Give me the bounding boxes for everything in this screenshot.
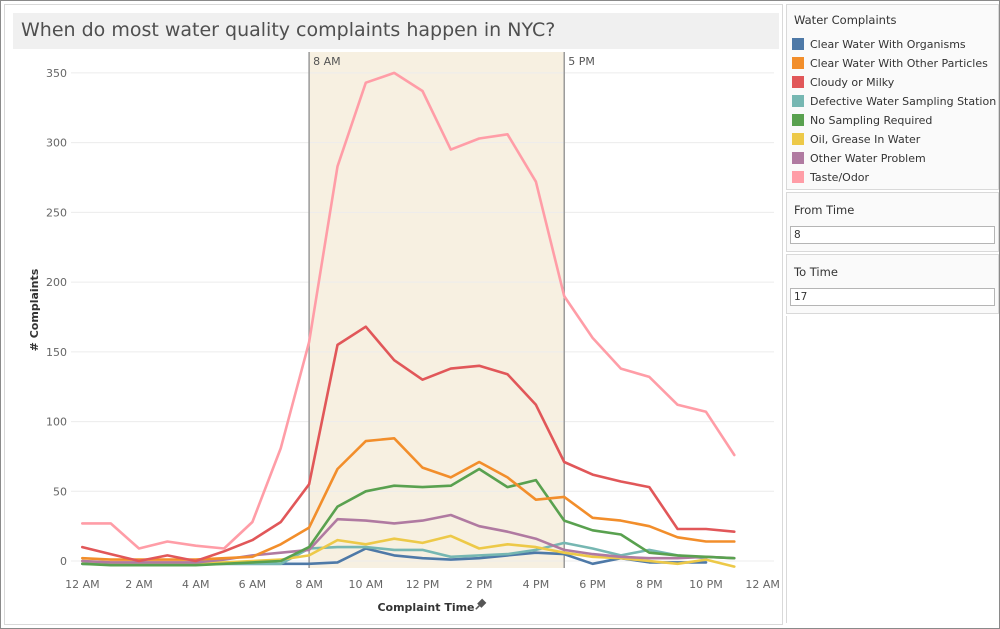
to-time-filter: To Time (786, 254, 999, 314)
legend-item-other-water-problem[interactable]: Other Water Problem (792, 150, 926, 166)
to-time-title: To Time (794, 265, 838, 279)
legend-item-oil-grease-in-water[interactable]: Oil, Grease In Water (792, 131, 920, 147)
legend-swatch (792, 152, 804, 164)
legend-swatch (792, 57, 804, 69)
page-title: When do most water quality complaints ha… (21, 19, 556, 41)
series-line-defective-water-sampling-station[interactable] (81, 541, 708, 566)
x-axis-title: Complaint Time (377, 601, 474, 614)
y-tick-label: 150 (46, 346, 67, 359)
from-time-filter: From Time (786, 192, 999, 252)
y-axis-title: # Complaints (28, 268, 41, 351)
legend-swatch (792, 95, 804, 107)
x-tick-label: 12 AM (745, 578, 780, 591)
line-chart[interactable]: 0 50 100 150 200 250 300 350 12 AM 2 AM 4 AM 6 AM 8 … (5, 5, 782, 624)
legend-label: Taste/Odor (810, 170, 870, 184)
series-line-taste-odor[interactable] (81, 71, 736, 550)
x-tick-label: 12 AM (65, 578, 100, 591)
title-bar: When do most water quality complaints ha… (13, 13, 779, 49)
reference-label-from: 8 AM (313, 55, 341, 68)
x-tick-label: 2 AM (125, 578, 153, 591)
x-tick-label: 10 AM (349, 578, 384, 591)
x-tick-label: 8 PM (636, 578, 663, 591)
from-time-title: From Time (794, 203, 855, 217)
y-tick-label: 100 (46, 416, 67, 429)
legend-label: Other Water Problem (810, 151, 926, 165)
side-empty-area (786, 316, 998, 623)
y-tick-label: 50 (53, 485, 67, 498)
legend-swatch (792, 114, 804, 126)
legend-title: Water Complaints (794, 13, 897, 27)
x-tick-label: 6 PM (579, 578, 606, 591)
legend-label: Clear Water With Other Particles (810, 56, 988, 70)
legend-swatch (792, 38, 804, 50)
x-tick-label: 2 PM (466, 578, 493, 591)
legend-panel: Water Complaints Clear Water With Organi… (786, 4, 999, 190)
x-tick-label: 8 AM (295, 578, 323, 591)
x-tick-label: 6 AM (239, 578, 267, 591)
legend-label: Cloudy or Milky (810, 75, 895, 89)
x-tick-label: 10 PM (689, 578, 723, 591)
reference-label-to: 5 PM (568, 55, 595, 68)
y-tick-label: 350 (46, 67, 67, 80)
series-line-cloudy-or-milky[interactable] (81, 325, 736, 563)
legend-item-taste-odor[interactable]: Taste/Odor (792, 169, 869, 185)
from-time-input[interactable] (790, 226, 995, 244)
legend-label: No Sampling Required (810, 113, 933, 127)
highlight-band (309, 52, 565, 568)
chart-sheet: When do most water quality complaints ha… (4, 4, 783, 625)
y-tick-label: 0 (60, 555, 67, 568)
legend-swatch (792, 76, 804, 88)
legend-item-clear-water-with-organisms[interactable]: Clear Water With Organisms (792, 36, 966, 52)
series-line-other-water-problem[interactable] (81, 513, 736, 564)
to-time-input[interactable] (790, 288, 995, 306)
legend-item-no-sampling-required[interactable]: No Sampling Required (792, 112, 932, 128)
legend-swatch (792, 133, 804, 145)
x-tick-label: 4 PM (523, 578, 550, 591)
legend-item-clear-water-with-other-particles[interactable]: Clear Water With Other Particles (792, 55, 988, 71)
legend-label: Oil, Grease In Water (810, 132, 921, 146)
y-tick-label: 250 (46, 206, 67, 219)
legend-label: Clear Water With Organisms (810, 37, 966, 51)
series-line-no-sampling-required[interactable] (81, 467, 736, 567)
x-tick-label: 4 AM (182, 578, 210, 591)
x-tick-label: 12 PM (406, 578, 440, 591)
y-tick-label: 200 (46, 276, 67, 289)
legend-item-cloudy-or-milky[interactable]: Cloudy or Milky (792, 74, 894, 90)
legend-swatch (792, 171, 804, 183)
legend-label: Defective Water Sampling Station (810, 94, 997, 108)
legend-item-defective-water-sampling-station[interactable]: Defective Water Sampling Station (792, 93, 996, 109)
y-tick-label: 300 (46, 137, 67, 150)
pin-icon (475, 598, 487, 610)
